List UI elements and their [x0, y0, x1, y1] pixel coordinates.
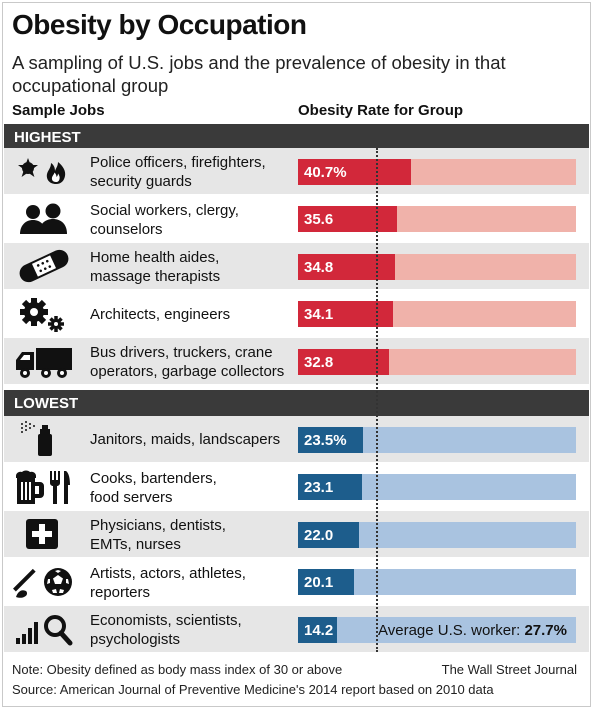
- bar: [298, 348, 390, 375]
- bar-value-label: 23.5%: [304, 431, 347, 449]
- bandage-icon: [12, 247, 76, 285]
- job-label-line-1: Artists, actors, athletes,: [90, 564, 246, 582]
- job-label-line-1: Economists, scientists,: [90, 612, 242, 629]
- bar: [298, 158, 412, 185]
- bar: [298, 253, 395, 280]
- truck-icon: [12, 342, 76, 380]
- job-label-line-1: Cooks, bartenders,: [90, 469, 217, 487]
- table-row: Artists, actors, athletes, reporters 20.1: [4, 559, 589, 605]
- bar: [298, 474, 363, 501]
- bar-value-label: 32.8: [304, 353, 334, 371]
- job-label: Economists, scientists, psychologists: [90, 611, 242, 649]
- bar: [298, 426, 364, 453]
- job-label-line-1: Bus drivers, truckers, crane: [90, 344, 273, 361]
- job-label-line-2: reporters: [90, 583, 151, 601]
- job-label: Social workers, clergy, counselors: [90, 201, 239, 239]
- bar: [298, 569, 354, 596]
- table-row: Police officers, firefighters, security g…: [4, 148, 589, 194]
- bar-track: 20.1: [298, 569, 576, 596]
- footer-credit: The Wall Street Journal: [441, 662, 577, 677]
- medical-cross-icon: [12, 515, 76, 553]
- bar: [298, 616, 338, 643]
- job-label-line-2: EMTs, nurses: [90, 536, 181, 553]
- table-row: Physicians, dentists, EMTs, nurses 22.0: [4, 511, 589, 557]
- bars-magnifier-icon: [12, 610, 76, 648]
- bar-value-label: 40.7%: [304, 163, 347, 181]
- table-row: Architects, engineers 34.1: [4, 291, 589, 337]
- table-row: Social workers, clergy, counselors 35.6: [4, 196, 589, 242]
- bar-track: 34.1: [298, 301, 576, 328]
- job-label: Police officers, firefighters, security g…: [90, 153, 266, 191]
- police-fire-icon: [12, 152, 76, 190]
- table-row: Janitors, maids, landscapers 23.5%: [4, 416, 589, 462]
- job-label-line-1: Police officers, firefighters,: [90, 154, 266, 171]
- average-reference-label: Average U.S. worker: 27.7%: [378, 622, 567, 639]
- bar-value-label: 23.1: [304, 479, 334, 497]
- bar-track: 32.8: [298, 348, 576, 375]
- bar-value-label: 35.6: [304, 211, 334, 229]
- bar-value-label: 20.1: [304, 574, 334, 592]
- chart-title: Obesity by Occupation: [12, 9, 307, 40]
- section-header-highest: HIGHEST: [4, 124, 589, 150]
- beer-fork-knife-icon: [12, 468, 76, 506]
- job-label-line-2: psychologists: [90, 631, 181, 648]
- bar-value-label: 14.2: [304, 621, 334, 639]
- spray-can-icon: [12, 420, 76, 458]
- job-label: Bus drivers, truckers, crane operators, g…: [90, 343, 284, 381]
- table-row: Bus drivers, truckers, crane operators, g…: [4, 338, 589, 384]
- column-header-jobs: Sample Jobs: [12, 102, 105, 119]
- average-reference-line: [376, 148, 378, 652]
- job-label: Janitors, maids, landscapers: [90, 430, 280, 449]
- bar-track: 34.8: [298, 253, 576, 280]
- bar-track: 40.7%: [298, 158, 576, 185]
- job-label-line-1: Social workers, clergy,: [90, 201, 239, 219]
- job-label: Cooks, bartenders, food servers: [90, 469, 217, 507]
- job-label-line-1: Janitors, maids, landscapers: [90, 431, 281, 448]
- job-label: Artists, actors, athletes, reporters: [90, 564, 246, 602]
- job-label-line-1: Physicians, dentists,: [90, 517, 226, 534]
- bar: [298, 521, 360, 548]
- table-row: Home health aides, massage therapists 34.8: [4, 243, 589, 289]
- footer-note: Note: Obesity defined as body mass index…: [12, 662, 343, 677]
- job-label-line-2: food servers: [90, 488, 173, 506]
- job-label: Home health aides, massage therapists: [90, 248, 220, 286]
- job-label: Physicians, dentists, EMTs, nurses: [90, 516, 226, 554]
- table-row: Economists, scientists, psychologists 14.2…: [4, 606, 589, 652]
- job-label-line-2: massage therapists: [90, 268, 221, 285]
- bar-value-label: 34.1: [304, 306, 334, 324]
- chart-subtitle: A sampling of U.S. jobs and the prevalen…: [12, 52, 506, 96]
- job-label: Architects, engineers: [90, 305, 230, 324]
- job-label-line-2: operators, garbage collectors: [90, 363, 285, 380]
- job-label-line-2: counselors: [90, 220, 163, 238]
- brush-ball-icon: [12, 563, 76, 601]
- section-header-lowest: LOWEST: [4, 390, 589, 416]
- bar: [298, 206, 397, 233]
- average-reference-value: 27.7%: [524, 621, 567, 639]
- bar-track: 23.1: [298, 474, 576, 501]
- table-row: Cooks, bartenders, food servers 23.1: [4, 464, 589, 510]
- bar-value-label: 34.8: [304, 258, 334, 276]
- bar-track: 23.5%: [298, 426, 576, 453]
- bar-track: 22.0: [298, 521, 576, 548]
- bar-value-label: 22.0: [304, 526, 334, 544]
- bar-track: 14.2 Average U.S. worker: 27.7%: [298, 616, 576, 643]
- gears-icon: [12, 295, 76, 333]
- average-reference-text: Average U.S. worker:: [378, 621, 521, 639]
- column-header-rate: Obesity Rate for Group: [298, 102, 464, 119]
- people-icon: [12, 200, 76, 238]
- bar-track: 35.6: [298, 206, 576, 233]
- job-label-line-1: Architects, engineers: [90, 305, 231, 323]
- job-label-line-2: security guards: [90, 173, 192, 190]
- footer-source: Source: American Journal of Preventive M…: [12, 682, 494, 697]
- job-label-line-1: Home health aides,: [90, 249, 220, 266]
